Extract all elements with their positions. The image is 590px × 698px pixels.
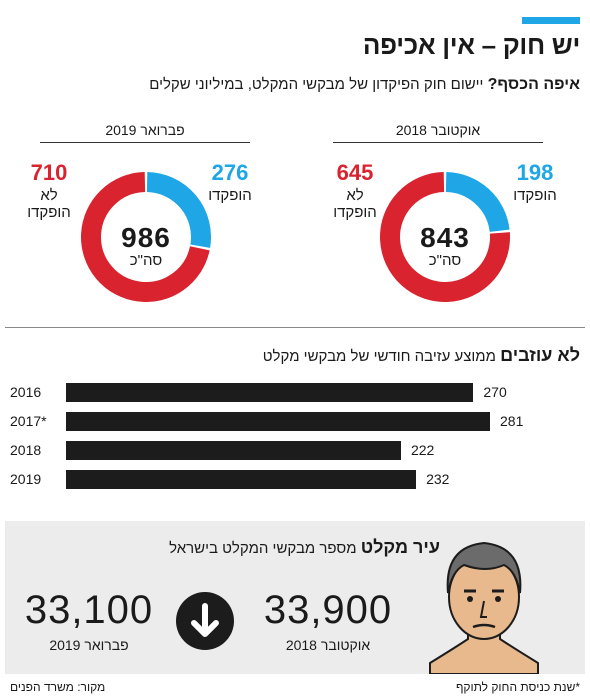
section-divider xyxy=(5,327,585,328)
oct-not-value: 645 xyxy=(336,160,374,185)
donut-oct xyxy=(380,172,510,302)
bar-2019 xyxy=(66,470,417,489)
asylum-title-bold: עיר מקלט xyxy=(360,537,440,557)
bar-chart-title-bold: לא עוזבים xyxy=(500,345,580,365)
asylum-oct-value: 33,900 xyxy=(263,588,393,632)
bar-chart-title: לא עוזבים ממוצע עזיבה חודשי של מבקשי מקל… xyxy=(263,345,580,366)
page-title: יש חוק – אין אכיפה xyxy=(362,30,580,60)
bar-category-label: 2018 xyxy=(10,442,42,458)
subtitle-bold: איפה הכסף? xyxy=(487,76,580,93)
bar-value-label: 270 xyxy=(483,384,507,400)
bar-category-label: 2019 xyxy=(10,471,42,487)
bar-category-label: 2016 xyxy=(10,384,42,400)
footer-note: *שנת כניסת החוק לתוקף xyxy=(455,680,580,694)
asylum-feb-value: 33,100 xyxy=(24,588,154,632)
bar-2016 xyxy=(66,383,474,402)
page-subtitle: איפה הכסף? יישום חוק הפיקדון של מבקשי המ… xyxy=(149,76,580,94)
oct-slice-not-deposited xyxy=(380,172,510,302)
subtitle-text: יישום חוק הפיקדון של מבקשי המקלט, במיליו… xyxy=(149,76,488,93)
donut-feb xyxy=(81,172,211,302)
period-label-feb: פברואר 2019 xyxy=(105,122,185,138)
oct-deposited-label: הופקדו xyxy=(513,187,557,204)
feb-slice-not-deposited xyxy=(81,172,210,302)
oct-total-value: 843 xyxy=(420,222,470,253)
feb-deposited-label: הופקדו xyxy=(208,187,252,204)
oct-slice-deposited xyxy=(445,172,510,233)
oct-deposited-value: 198 xyxy=(516,160,554,185)
feb-deposited-value: 276 xyxy=(211,160,249,185)
bar-chart-subtitle: ממוצע עזיבה חודשי של מבקשי מקלט xyxy=(262,348,496,365)
footer-source: מקור: משרד הפנים xyxy=(10,680,106,694)
asylum-oct-label: אוקטובר 2018 xyxy=(285,637,371,653)
feb-not-label-1: לא xyxy=(40,187,58,204)
feb-total-value: 986 xyxy=(121,222,171,253)
oct-total-label: סה"כ xyxy=(428,252,462,269)
bar-value-label: 281 xyxy=(500,413,524,429)
period-label-oct: אוקטובר 2018 xyxy=(395,122,481,138)
feb-slice-deposited xyxy=(146,172,211,248)
asylum-feb-label: פברואר 2019 xyxy=(49,637,129,653)
bar-category-label: 2017* xyxy=(10,413,47,429)
bar-value-label: 222 xyxy=(410,442,435,458)
bar-2018 xyxy=(66,441,401,460)
asylum-title-text: מספר מבקשי המקלט בישראל xyxy=(169,540,361,557)
feb-not-value: 710 xyxy=(30,160,68,185)
oct-not-label-1: לא xyxy=(346,187,364,204)
bar-2017 xyxy=(66,412,490,431)
period-line-oct xyxy=(333,142,543,143)
feb-not-label-2: הופקדו xyxy=(27,204,71,221)
period-line-feb xyxy=(40,142,250,143)
face-illustration-icon xyxy=(429,541,539,674)
feb-total-label: סה"כ xyxy=(129,252,163,269)
bar-value-label: 232 xyxy=(426,471,450,487)
accent-bar xyxy=(522,17,580,24)
arrow-down-icon xyxy=(176,592,234,650)
asylum-title: עיר מקלט מספר מבקשי המקלט בישראל xyxy=(169,537,440,558)
oct-not-label-2: הופקדו xyxy=(333,204,377,221)
